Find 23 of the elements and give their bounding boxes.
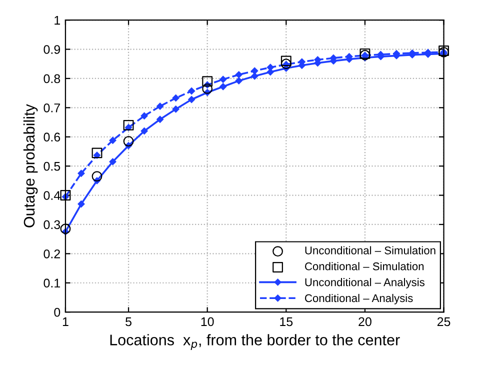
y-tick-label: 0.8	[44, 74, 60, 84]
y-tick-label: 0.3	[44, 220, 60, 230]
legend-label: Conditional – Analysis	[305, 294, 413, 304]
x-tick-label: 1	[62, 317, 68, 326]
y-tick-label: 0.1	[44, 278, 60, 288]
y-tick-label: 0	[54, 308, 60, 317]
y-tick-label: 0.7	[44, 103, 60, 112]
x-tick-label: 25	[437, 317, 450, 326]
y-axis-title: Outage probability	[23, 104, 38, 228]
y-tick-label: 0.9	[44, 45, 60, 54]
legend-label: Unconditional – Simulation	[305, 246, 436, 254]
y-tick-label: 0.5	[44, 162, 60, 171]
x-tick-label: 5	[126, 317, 132, 326]
x-axis-title: Locations x$_{p}$, from the border to the center	[110, 334, 400, 350]
x-tick-label: 20	[358, 317, 372, 326]
legend-label: Unconditional – Analysis	[305, 278, 424, 288]
y-tick-label: 0.2	[44, 249, 60, 258]
y-tick-label: 0.6	[44, 132, 60, 142]
legend-label: Conditional – Simulation	[305, 262, 424, 270]
y-tick-label: 1	[54, 16, 60, 25]
y-tick-label: 0.4	[44, 191, 60, 200]
x-tick-label: 15	[280, 317, 293, 326]
x-tick-label: 10	[201, 317, 214, 326]
